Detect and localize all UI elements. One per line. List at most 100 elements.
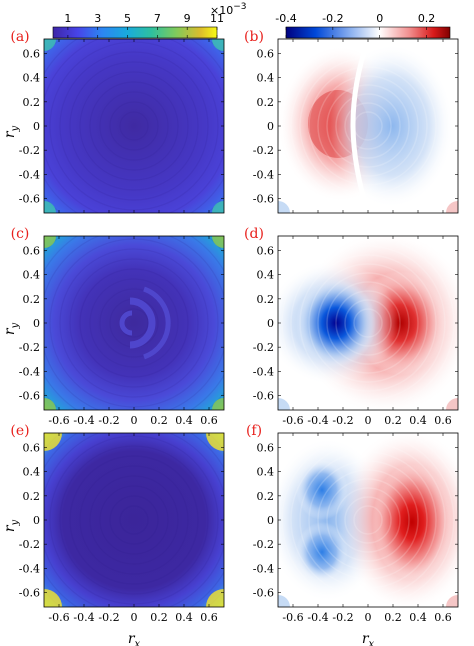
contour-ring — [79, 71, 189, 181]
y-tick-label: -0.2 — [19, 538, 40, 551]
y-tick-label: 0 — [33, 120, 40, 133]
corner-highlight — [278, 201, 290, 213]
contour-ring — [89, 81, 179, 171]
corner-highlight — [446, 595, 458, 607]
panel-label: (d) — [244, 226, 264, 242]
colorbar-right-tick-label: 0.2 — [418, 12, 436, 25]
y-tick-label: -0.6 — [19, 390, 40, 403]
contour-ring — [353, 111, 383, 141]
contour-ring — [119, 505, 149, 535]
y-tick-label: -0.2 — [253, 538, 274, 551]
y-tick-label: -0.2 — [253, 144, 274, 157]
colorbar-left-tick-label: 11 — [210, 12, 224, 25]
y-tick-label: 0.4 — [23, 269, 41, 282]
contour-ring — [308, 460, 428, 580]
contour-ring — [299, 254, 437, 392]
panel-f: -0.6 -0.4 -0.2 0 0.2 0.4 0.6 -0.6 -0.4 -0.2 0 0.2 0.… — [246, 423, 459, 646]
panel-e: -0.6 -0.4 -0.2 0 0.2 0.4 0.6 -0.6 -0.4 -0.2 0 0.2 0.… — [2, 423, 225, 646]
colorbar-left-exponent: ×10−3 — [210, 2, 247, 17]
x-tick-label: 0 — [131, 414, 138, 427]
colorbar-right-tick-label: -0.2 — [322, 12, 343, 25]
colorbar-left-tick-label: 3 — [94, 12, 101, 25]
corner-highlight — [212, 236, 224, 248]
contour-ring — [109, 495, 159, 545]
contour-ring — [99, 485, 169, 555]
contour-ring — [308, 66, 428, 186]
x-tick-label: -0.4 — [73, 611, 94, 624]
contour-ring — [79, 465, 189, 575]
x-tick-label: 0.4 — [409, 414, 427, 427]
x-tick-label: -0.4 — [73, 414, 94, 427]
y-tick-label: 0.4 — [257, 72, 275, 85]
x-tick-label: 0.6 — [200, 611, 218, 624]
y-tick-label: -0.6 — [253, 390, 274, 403]
x-tick-label: -0.6 — [48, 611, 69, 624]
x-tick-label: 0.6 — [434, 414, 452, 427]
y-tick-label: -0.4 — [253, 168, 274, 181]
zero-contour — [350, 39, 371, 213]
x-tick-label: -0.4 — [307, 611, 328, 624]
contour-ring — [59, 51, 209, 201]
x-axis-label: rx — [362, 631, 375, 646]
corner-highlight — [44, 589, 62, 607]
corner-highlight — [206, 589, 224, 607]
corner-highlight — [446, 201, 458, 213]
colorbar-right-tick-label: 0 — [376, 12, 383, 25]
y-tick-label: 0.2 — [257, 96, 275, 109]
x-tick-label: -0.6 — [282, 611, 303, 624]
heatmap-field — [44, 39, 224, 213]
contour-ring — [69, 258, 199, 388]
contour-ring — [317, 75, 419, 177]
corner-highlight — [44, 236, 56, 248]
y-tick-label: 0.6 — [257, 442, 275, 455]
contour-ring — [326, 84, 410, 168]
y-tick-label: 0.2 — [23, 490, 41, 503]
y-tick-label: -0.4 — [253, 562, 274, 575]
x-axis-label: rx — [128, 631, 141, 646]
x-tick-label: 0.2 — [150, 611, 168, 624]
colorbar-right: -0.4 -0.2 0 0.2 — [275, 12, 451, 39]
corner-highlight — [44, 201, 56, 213]
corner-highlight — [44, 433, 62, 451]
x-tick-label: 0.6 — [434, 611, 452, 624]
colorbar-left: 1 3 5 7 9 11 ×10−3 — [52, 2, 247, 39]
contour-ring — [299, 57, 437, 195]
panel-label: (b) — [244, 29, 264, 45]
contour-ring — [335, 290, 401, 356]
y-tick-label: 0.4 — [23, 466, 41, 479]
y-tick-label: 0.6 — [257, 245, 275, 258]
contour-ring — [335, 93, 401, 159]
corner-highlight — [212, 398, 224, 410]
x-tick-label: 0.4 — [175, 611, 193, 624]
swirl-arc — [119, 310, 133, 336]
contour-ring — [326, 478, 410, 562]
panel-a: -0.6 -0.4 -0.2 0 0.2 0.4 0.6 (a) ry — [2, 29, 225, 214]
y-tick-label: 0.4 — [23, 72, 41, 85]
swirl-arc — [143, 286, 171, 360]
y-tick-label: 0 — [267, 317, 274, 330]
contour-ring — [344, 102, 392, 150]
x-tick-label: 0.2 — [384, 611, 402, 624]
y-axis-label: ry — [2, 322, 21, 335]
x-tick-label: -0.2 — [332, 611, 353, 624]
corner-highlight — [44, 39, 56, 51]
y-tick-label: 0 — [267, 514, 274, 527]
x-tick-label: 0 — [131, 611, 138, 624]
x-tick-label: 0 — [365, 611, 372, 624]
y-tick-label: -0.2 — [19, 341, 40, 354]
colorbar-left-bar — [52, 26, 218, 39]
y-tick-label: 0.6 — [23, 442, 41, 455]
contour-ring — [326, 281, 410, 365]
contour-ring — [69, 455, 199, 585]
y-tick-label: -0.6 — [19, 587, 40, 600]
x-tick-label: 0 — [365, 414, 372, 427]
panel-b-map — [278, 39, 458, 213]
panel-f-map — [278, 433, 458, 607]
negative-lobe-lower — [296, 522, 348, 582]
contour-ring — [89, 278, 179, 368]
y-axis-label: ry — [2, 125, 21, 138]
panel-c: -0.6 -0.4 -0.2 0 0.2 0.4 0.6 -0.6 -0.4 -0.2 0 0.2 0.… — [2, 226, 225, 427]
y-tick-label: -0.2 — [253, 341, 274, 354]
y-axis-label: ry — [2, 519, 21, 532]
